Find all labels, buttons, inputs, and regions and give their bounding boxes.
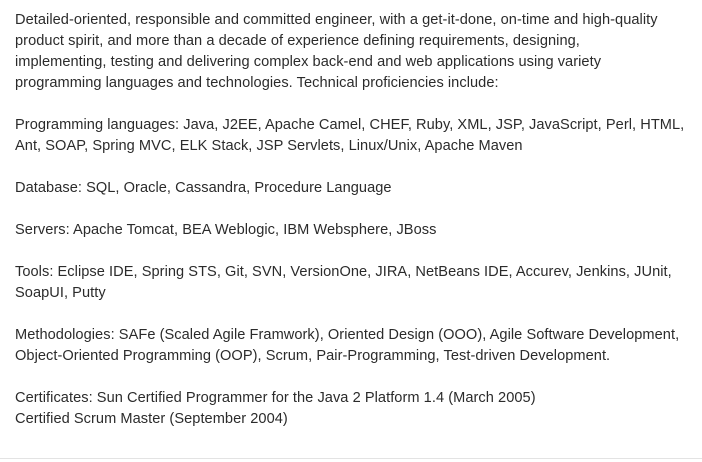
methodologies-line: Methodologies: SAFe (Scaled Agile Framwo… xyxy=(15,327,680,343)
programming-languages-line: Programming languages: Java, J2EE, Apach… xyxy=(15,117,685,133)
intro-line: implementing, testing and delivering com… xyxy=(15,54,602,70)
database-line: Database: SQL, Oracle, Cassandra, Proced… xyxy=(15,180,392,196)
database-paragraph: Database: SQL, Oracle, Cassandra, Proced… xyxy=(15,178,701,199)
tools-line: Tools: Eclipse IDE, Spring STS, Git, SVN… xyxy=(15,264,672,280)
programming-languages-paragraph: Programming languages: Java, J2EE, Apach… xyxy=(15,115,701,157)
profile-summary: Detailed-oriented, responsible and commi… xyxy=(15,10,701,451)
intro-paragraph: Detailed-oriented, responsible and commi… xyxy=(15,10,701,94)
tools-line: SoapUI, Putty xyxy=(15,285,106,301)
servers-line: Servers: Apache Tomcat, BEA Weblogic, IB… xyxy=(15,222,437,238)
bottom-divider xyxy=(0,458,702,459)
methodologies-paragraph: Methodologies: SAFe (Scaled Agile Framwo… xyxy=(15,325,701,367)
tools-paragraph: Tools: Eclipse IDE, Spring STS, Git, SVN… xyxy=(15,262,701,304)
certificate-line: Certificates: Sun Certified Programmer f… xyxy=(15,390,536,406)
methodologies-line: Object-Oriented Programming (OOP), Scrum… xyxy=(15,348,611,364)
intro-line: programming languages and technologies. … xyxy=(15,75,499,91)
intro-line: product spirit, and more than a decade o… xyxy=(15,33,580,49)
certificates-paragraph: Certificates: Sun Certified Programmer f… xyxy=(15,388,701,430)
intro-line: Detailed-oriented, responsible and commi… xyxy=(15,12,658,28)
servers-paragraph: Servers: Apache Tomcat, BEA Weblogic, IB… xyxy=(15,220,701,241)
programming-languages-line: Ant, SOAP, Spring MVC, ELK Stack, JSP Se… xyxy=(15,138,523,154)
certificate-line: Certified Scrum Master (September 2004) xyxy=(15,411,288,427)
